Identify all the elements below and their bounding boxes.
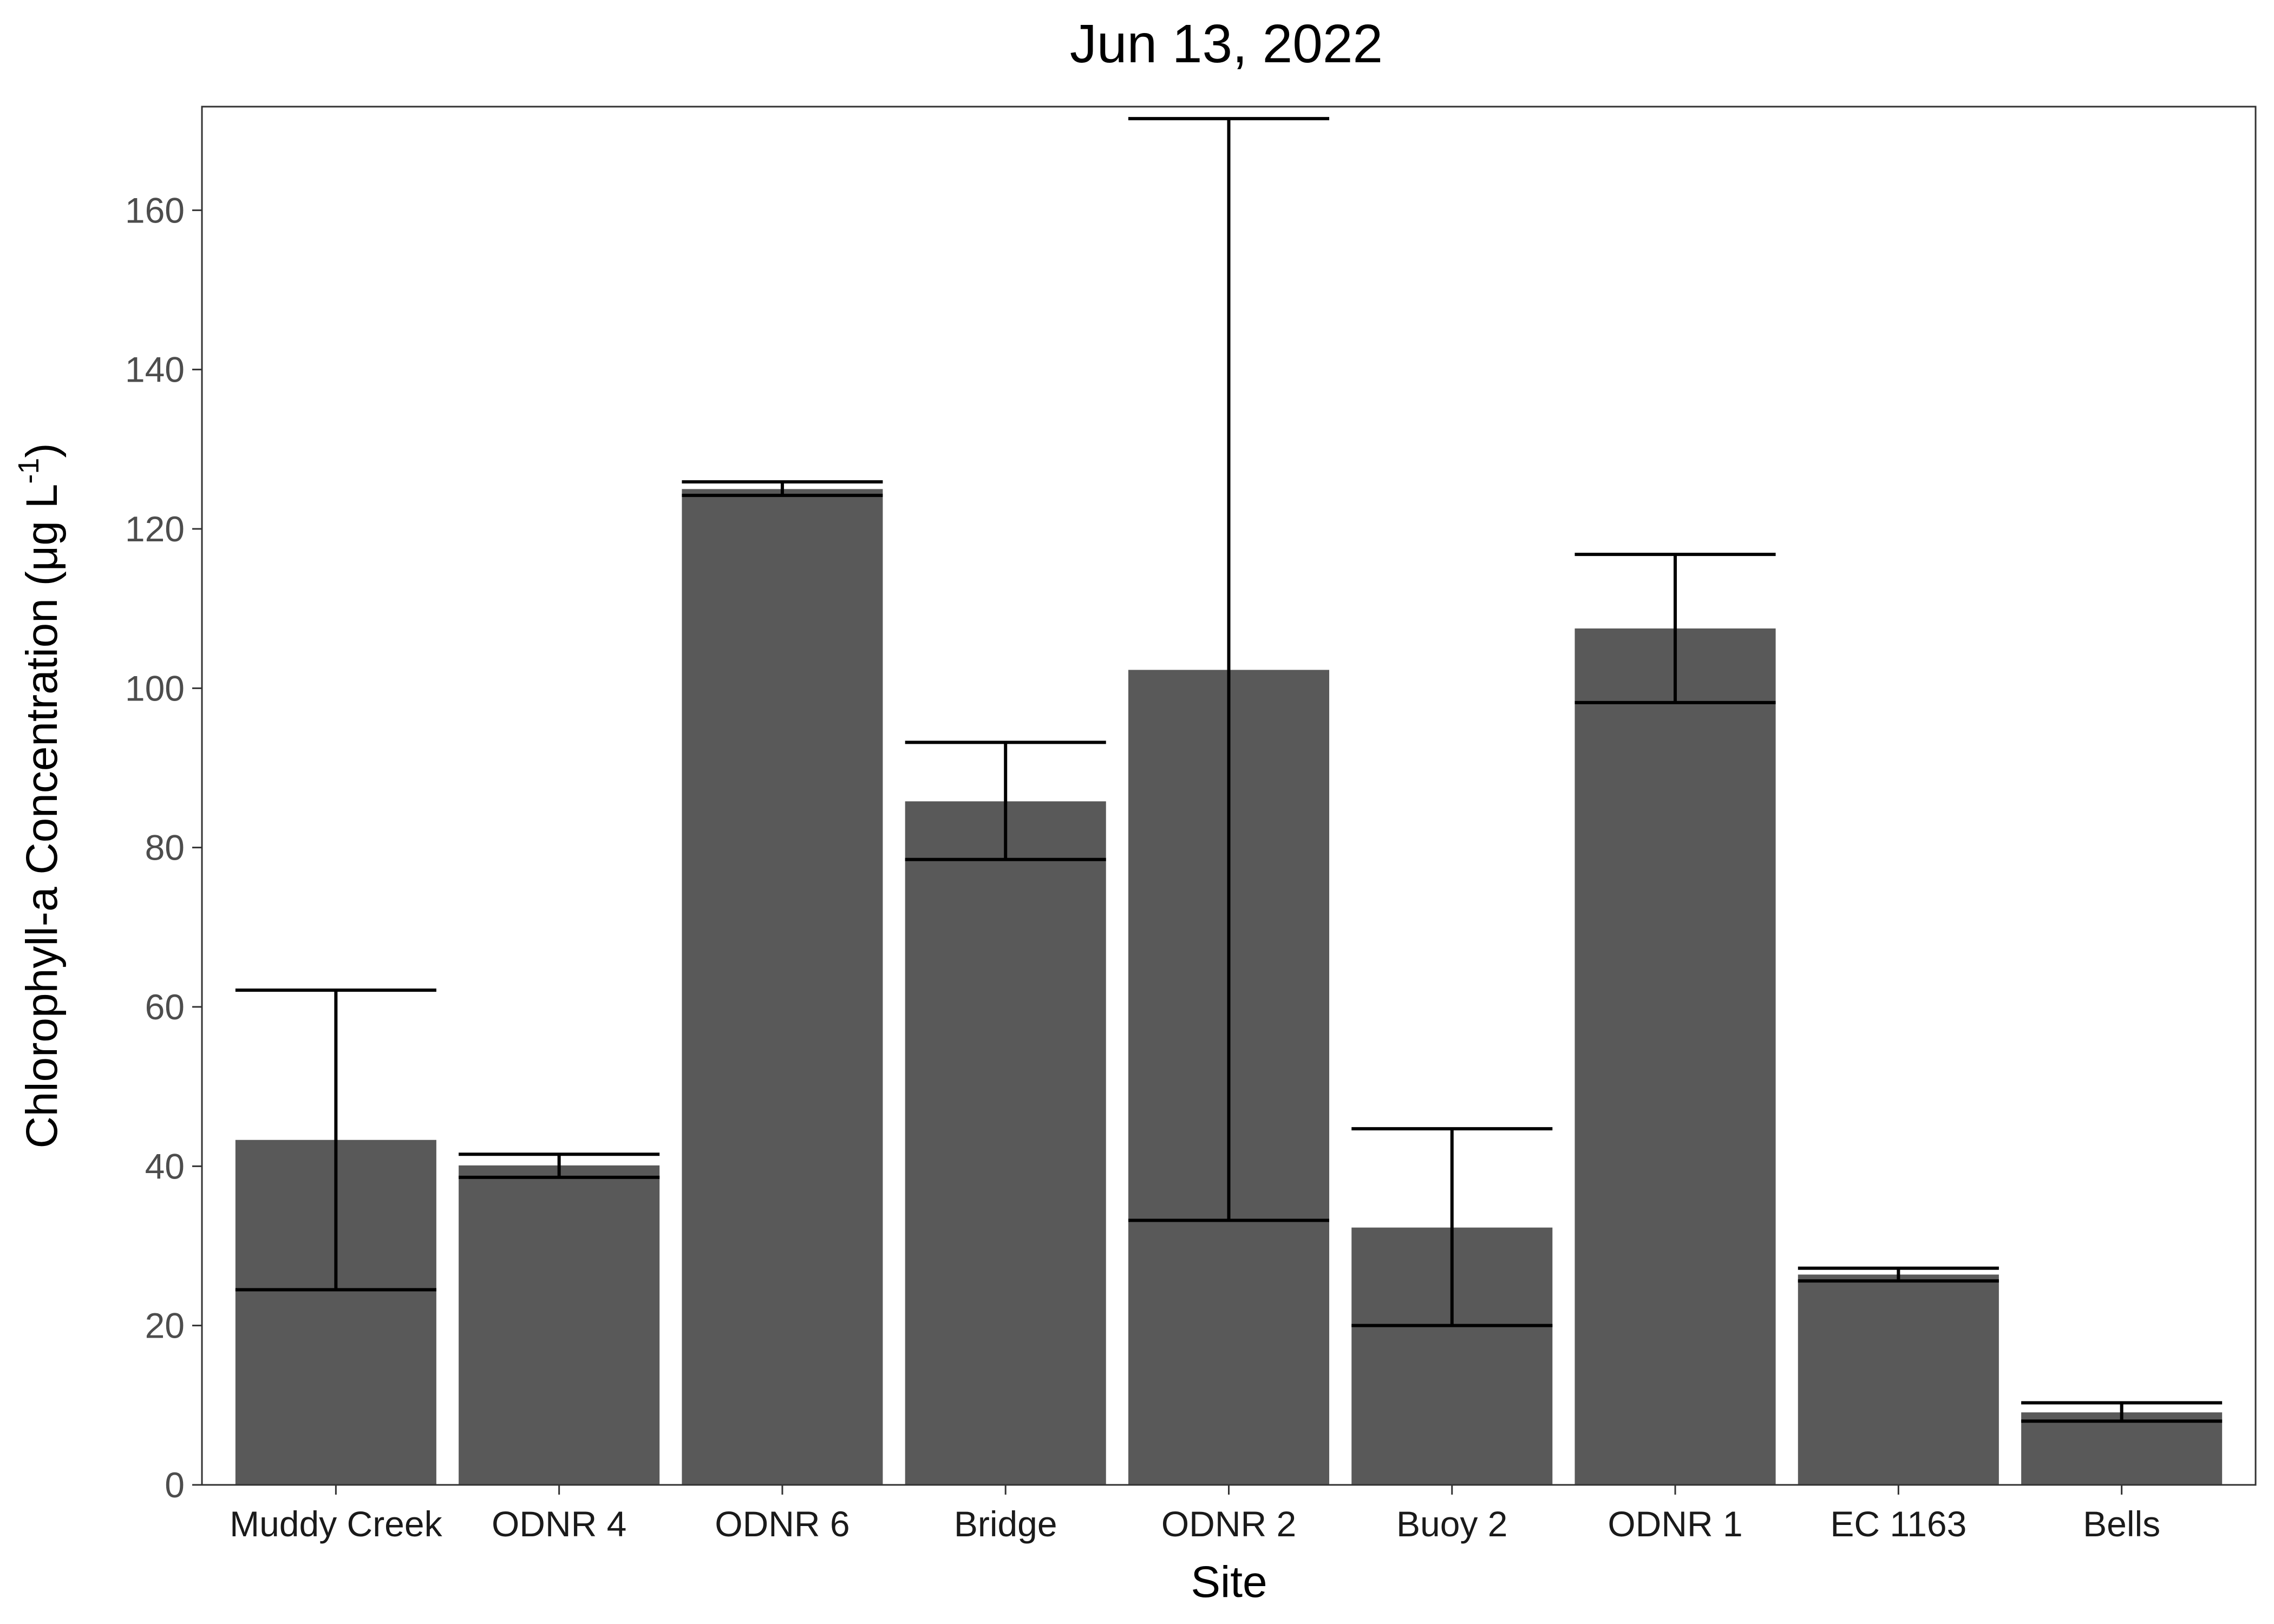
plot-area <box>201 106 2257 1486</box>
y-tick-label: 40 <box>145 1146 185 1186</box>
y-axis-label: Chlorophyll-a Concentration (μg L-1) <box>12 443 67 1148</box>
bar <box>459 1165 660 1485</box>
x-tick-label: Bridge <box>954 1504 1057 1544</box>
x-tick-label: EC 1163 <box>1830 1504 1966 1544</box>
x-tick-label: ODNR 2 <box>1161 1504 1296 1544</box>
chart-title: Jun 13, 2022 <box>1070 14 1383 74</box>
x-tick-label: Buoy 2 <box>1396 1504 1507 1544</box>
y-axis-label-close: ) <box>17 443 67 457</box>
y-axis-label-main: Chlorophyll-a Concentration (μg L <box>17 484 67 1149</box>
y-axis: 0 20 40 60 80 100 120 140 160 <box>125 190 202 1505</box>
y-tick-label: 80 <box>145 828 185 868</box>
bar <box>1798 1274 1999 1485</box>
x-axis-label: Site <box>1191 1557 1267 1607</box>
x-axis: Muddy Creek ODNR 4 ODNR 6 Bridge ODNR 2 Buoy … <box>230 1485 2160 1544</box>
y-tick-label: 0 <box>165 1465 185 1505</box>
y-tick-label: 60 <box>145 987 185 1027</box>
bar <box>905 801 1106 1485</box>
bar <box>682 489 883 1485</box>
x-tick-label: Muddy Creek <box>230 1504 442 1544</box>
y-axis-label-superscript: -1 <box>12 458 45 484</box>
error-bars-layer <box>235 117 2223 1423</box>
y-tick-label: 120 <box>125 509 185 549</box>
y-tick-label: 140 <box>125 350 185 390</box>
y-tick-label: 20 <box>145 1306 185 1346</box>
bar <box>1574 628 1776 1485</box>
x-tick-label: ODNR 4 <box>492 1504 626 1544</box>
y-tick-label: 160 <box>125 190 185 230</box>
x-tick-label: Bells <box>2083 1504 2160 1544</box>
x-tick-label: ODNR 6 <box>715 1504 850 1544</box>
bar <box>2021 1412 2223 1485</box>
y-tick-label: 100 <box>125 668 185 708</box>
x-tick-label: ODNR 1 <box>1608 1504 1742 1544</box>
